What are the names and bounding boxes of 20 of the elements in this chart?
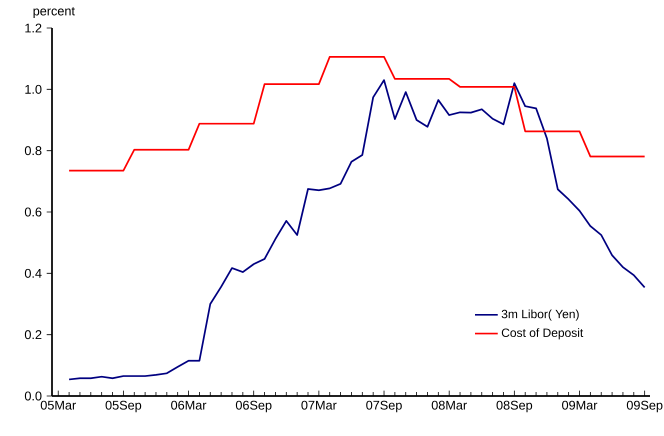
y-tick-label: 1.0 (25, 84, 42, 94)
x-tick-label: 08Sep (496, 400, 532, 412)
y-tick-label: 0.4 (24, 268, 42, 278)
legend-label: Cost of Deposit (502, 328, 584, 340)
x-tick-label: 05Mar (40, 400, 76, 410)
x-tick-label: 06Sep (236, 400, 272, 412)
x-tick-label: 07Sep (366, 400, 402, 412)
legend-label: 3m Libor( Yen) (502, 309, 579, 321)
x-tick-label: 06Mar (171, 400, 206, 410)
x-tick-label: 07Mar (301, 400, 337, 410)
y-tick-label: 0.6 (24, 208, 42, 216)
y-tick-label: 0.2 (24, 330, 42, 340)
x-tick-label: 08Mar (432, 400, 467, 410)
x-tick-label: 09Sep (626, 400, 662, 412)
x-tick-label: 09Mar (562, 400, 598, 410)
y-tick-label: 0.0 (24, 392, 42, 400)
y-tick-label: 1.2 (25, 24, 42, 32)
y-tick-label: 0.8 (24, 146, 42, 156)
x-tick-label: 05Sep (106, 400, 142, 412)
y-axis-title: percent (34, 7, 75, 18)
